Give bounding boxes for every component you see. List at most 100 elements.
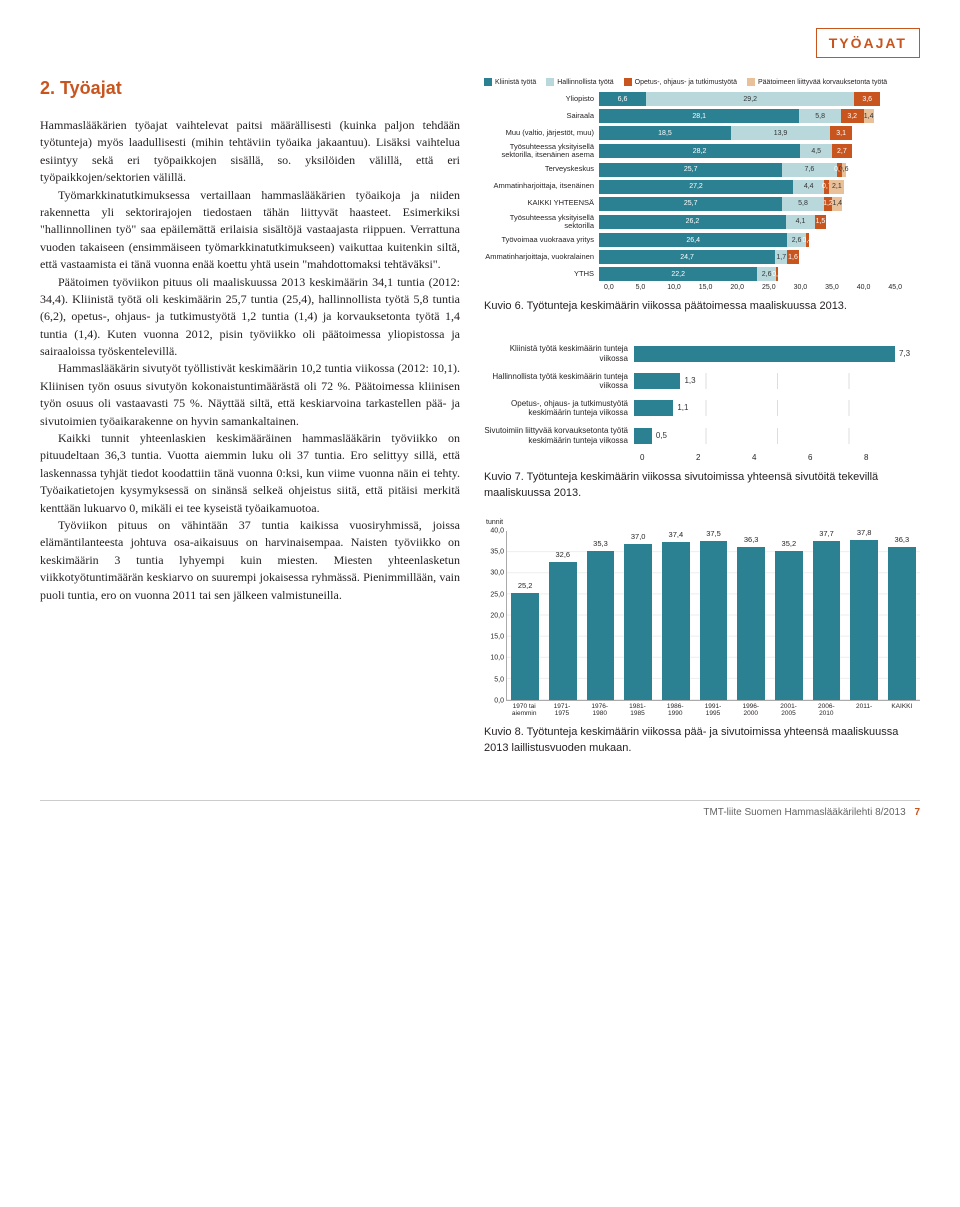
chart6-row-track: 28,15,83,21,4 bbox=[599, 109, 920, 123]
axis-tick: 2011- bbox=[850, 701, 878, 717]
chart6-row-label: KAIKKI YHTEENSÄ bbox=[484, 199, 599, 207]
chart6-row-label: YTHS bbox=[484, 270, 599, 278]
chart8-y-title: tunnit bbox=[486, 519, 503, 526]
axis-tick: 0,0 bbox=[494, 697, 504, 704]
axis-tick: 5,0 bbox=[636, 284, 668, 291]
chart7-row: Kliinistä työtä keskimäärin tunteja viik… bbox=[484, 344, 920, 363]
axis-tick: 5,0 bbox=[494, 676, 504, 683]
axis-tick: 45,0 bbox=[888, 284, 920, 291]
chart8-bar-value: 25,2 bbox=[518, 581, 533, 590]
chart6-row: Sairaala28,15,83,21,4 bbox=[484, 109, 920, 123]
chart6-segment: 3,2 bbox=[841, 109, 864, 123]
chart6-segment: 4,5 bbox=[800, 144, 832, 158]
chart7-row: Opetus-, ohjaus- ja tutkimustyötä keskim… bbox=[484, 399, 920, 418]
chart6-segment: 28,2 bbox=[599, 144, 800, 158]
body-paragraph: Päätoimen työviikon pituus oli maaliskuu… bbox=[40, 274, 460, 361]
axis-tick: 6 bbox=[808, 453, 864, 462]
chart8-bar-value: 36,3 bbox=[895, 535, 910, 544]
chart6-segment: 26,4 bbox=[599, 233, 787, 247]
legend-item: Hallinnollista työtä bbox=[546, 78, 613, 86]
chart6-row-track: 24,71,71,6 bbox=[599, 250, 920, 264]
chart8-bar: 37,4 bbox=[662, 542, 690, 700]
chart6-row-track: 22,22,60,3 bbox=[599, 267, 920, 281]
chart7-bar: 0,5 bbox=[634, 428, 652, 444]
chart6-row: KAIKKI YHTEENSÄ25,75,81,21,4 bbox=[484, 197, 920, 211]
chart6-segment: 25,7 bbox=[599, 163, 782, 177]
footer-text: TMT-liite Suomen Hammaslääkärilehti 8/20… bbox=[703, 807, 905, 818]
chart7-bar-value: 1,1 bbox=[673, 400, 688, 416]
chart7-row: Sivutoimiin liittyvää korvauksetonta työ… bbox=[484, 426, 920, 445]
axis-tick: 1976-1980 bbox=[586, 701, 614, 717]
page-header-label: TYÖAJAT bbox=[816, 28, 920, 58]
axis-tick: 35,0 bbox=[490, 549, 504, 556]
chart6-row: Muu (valtio, järjestöt, muu)18,513,93,1 bbox=[484, 126, 920, 140]
chart6-row: YTHS22,22,60,3 bbox=[484, 267, 920, 281]
axis-tick: 0 bbox=[640, 453, 696, 462]
axis-tick: 1971-1975 bbox=[548, 701, 576, 717]
chart8-bar-value: 35,2 bbox=[782, 539, 797, 548]
chart6-segment: 24,7 bbox=[599, 250, 775, 264]
chart8-bar-value: 36,3 bbox=[744, 535, 759, 544]
chart6-row: Ammatinharjoittaja, itsenäinen27,24,40,7… bbox=[484, 180, 920, 194]
chart6-segment: 4,1 bbox=[786, 215, 815, 229]
chart6-row-track: 25,75,81,21,4 bbox=[599, 197, 920, 211]
chart7-row-track: 0,5 bbox=[634, 428, 920, 444]
axis-tick: 1986-1990 bbox=[661, 701, 689, 717]
axis-tick: 10,0 bbox=[490, 655, 504, 662]
chart6-segment: 0,6 bbox=[842, 163, 846, 177]
chart6-x-axis: 0,05,010,015,020,025,030,035,040,045,0 bbox=[604, 284, 920, 291]
chart6-segment: 18,5 bbox=[599, 126, 731, 140]
axis-tick: KAIKKI bbox=[888, 701, 916, 717]
legend-swatch bbox=[484, 78, 492, 86]
chart7-row-label: Hallinnollista työtä keskimäärin tunteja… bbox=[484, 372, 634, 391]
axis-tick: 2006-2010 bbox=[812, 701, 840, 717]
legend-swatch bbox=[747, 78, 755, 86]
chart7-bar: 1,1 bbox=[634, 400, 673, 416]
chart6-segment: 22,2 bbox=[599, 267, 757, 281]
chart8-bar: tunnit 0,05,010,015,020,025,030,035,040,… bbox=[484, 531, 920, 717]
axis-tick: 1970 tai aiemmin bbox=[510, 701, 538, 717]
chart6-segment: 0,4 bbox=[806, 233, 809, 247]
chart8-bar-value: 37,0 bbox=[631, 532, 646, 541]
legend-swatch bbox=[546, 78, 554, 86]
chart8-bar: 35,3 bbox=[587, 551, 615, 700]
chart8-bar-value: 32,6 bbox=[556, 550, 571, 559]
chart6-segment: 2,1 bbox=[829, 180, 844, 194]
chart6-segment: 27,2 bbox=[599, 180, 793, 194]
chart6-row-label: Työvoimaa vuokraava yritys bbox=[484, 236, 599, 244]
chart6-segment: 1,4 bbox=[864, 109, 874, 123]
chart6-stacked-bar: Kliinistä työtäHallinnollista työtäOpetu… bbox=[484, 78, 920, 291]
chart6-segment: 29,2 bbox=[646, 92, 854, 106]
chart7-row-track: 1,3 bbox=[634, 373, 920, 389]
page-number: 7 bbox=[914, 807, 920, 818]
axis-tick: 2 bbox=[696, 453, 752, 462]
axis-tick: 40,0 bbox=[490, 527, 504, 534]
chart6-segment: 2,7 bbox=[832, 144, 851, 158]
chart6-segment: 26,2 bbox=[599, 215, 786, 229]
chart6-row-track: 6,629,23,6 bbox=[599, 92, 920, 106]
chart7-row-label: Sivutoimiin liittyvää korvauksetonta työ… bbox=[484, 426, 634, 445]
axis-tick: 40,0 bbox=[857, 284, 889, 291]
chart6-segment: 5,8 bbox=[782, 197, 823, 211]
body-paragraph: Työviikon pituus on vähintään 37 tuntia … bbox=[40, 517, 460, 604]
chart7-bar: 7,3 bbox=[634, 346, 895, 362]
chart7-x-axis: 02468 bbox=[640, 453, 920, 462]
chart6-row: Työsuhteessa yksityisellä sektorilla26,2… bbox=[484, 214, 920, 231]
chart6-row: Työvoimaa vuokraava yritys26,42,60,4 bbox=[484, 233, 920, 247]
section-title: 2. Työajat bbox=[40, 78, 460, 99]
chart8-bar: 37,7 bbox=[813, 541, 841, 700]
page-footer: TMT-liite Suomen Hammaslääkärilehti 8/20… bbox=[40, 800, 920, 818]
chart6-segment: 1,7 bbox=[775, 250, 787, 264]
chart8-bar: 36,3 bbox=[737, 547, 765, 700]
legend-swatch bbox=[624, 78, 632, 86]
chart6-segment: 1,6 bbox=[787, 250, 798, 264]
body-paragraph: Hammaslääkärien työajat vaihtelevat pait… bbox=[40, 117, 460, 187]
body-paragraph: Kaikki tunnit yhteenlaskien keskimääräin… bbox=[40, 430, 460, 517]
axis-tick: 1991-1995 bbox=[699, 701, 727, 717]
chart8-bar: 25,2 bbox=[511, 593, 539, 699]
chart7-row-label: Opetus-, ohjaus- ja tutkimustyötä keskim… bbox=[484, 399, 634, 418]
axis-tick: 15,0 bbox=[490, 634, 504, 641]
legend-item: Kliinistä työtä bbox=[484, 78, 536, 86]
chart6-segment: 7,6 bbox=[782, 163, 836, 177]
chart8-bar-value: 37,8 bbox=[857, 528, 872, 537]
